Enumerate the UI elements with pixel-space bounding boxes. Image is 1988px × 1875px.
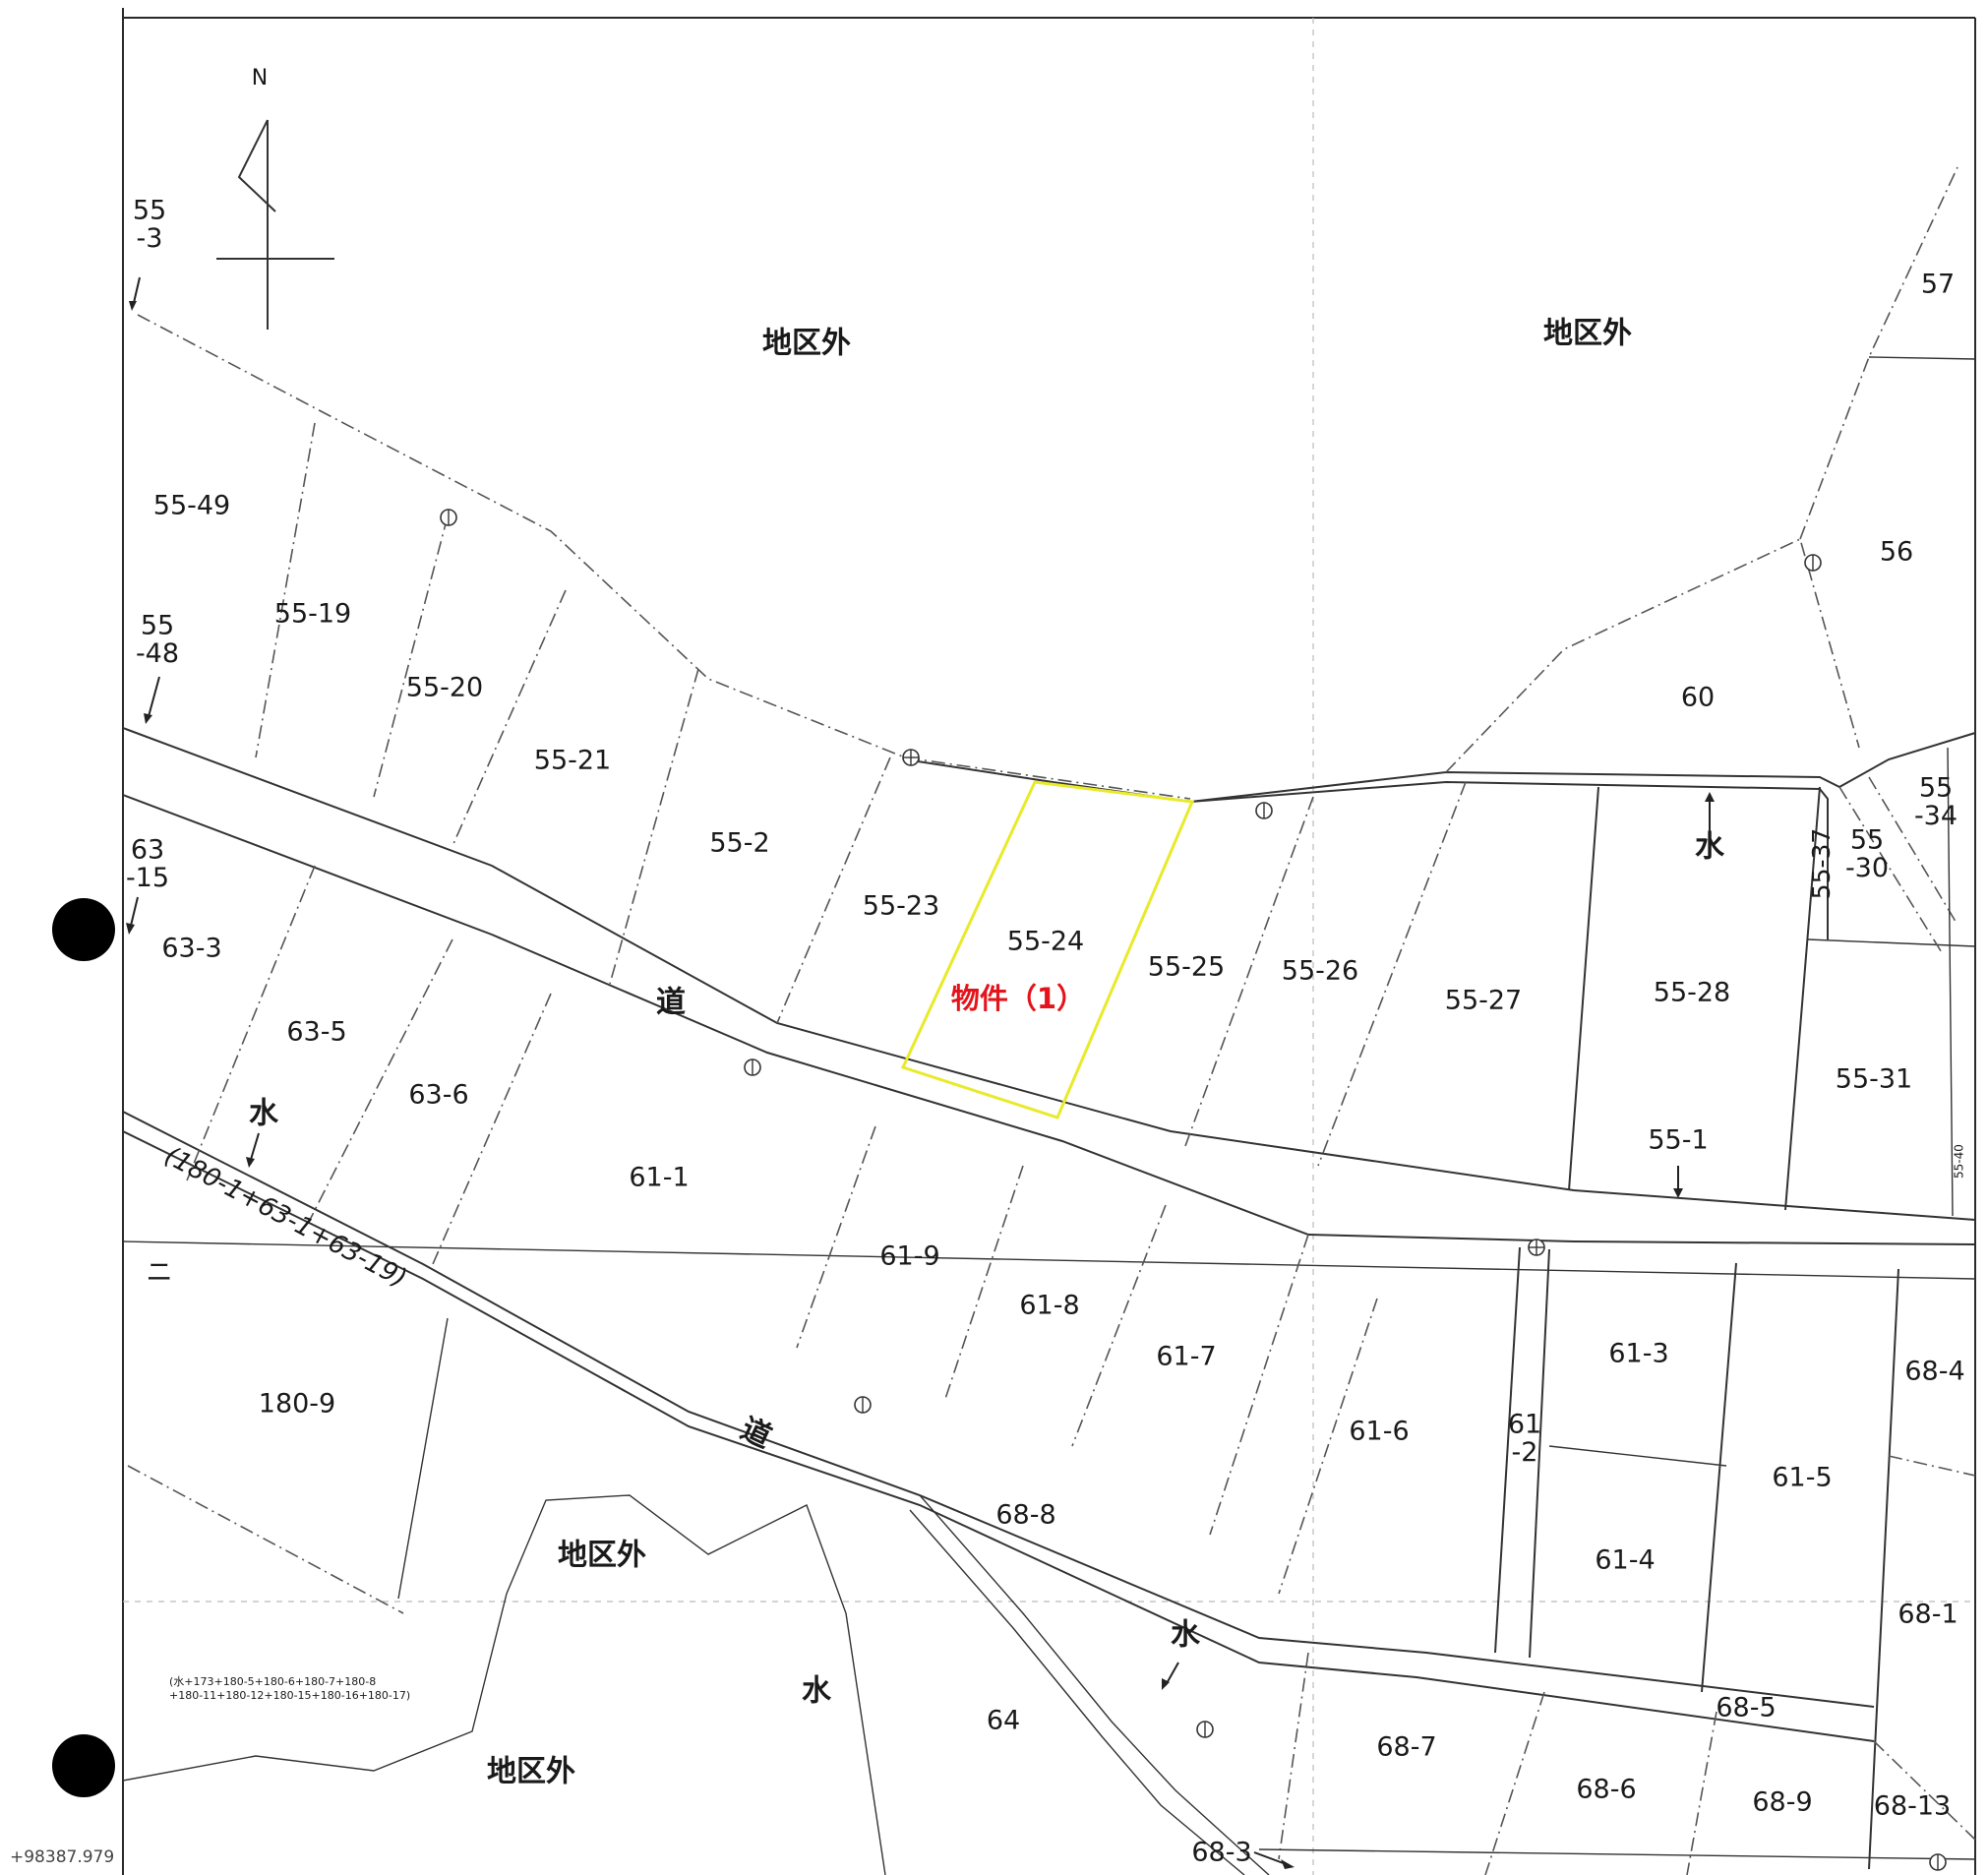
north-arrow: N [216, 66, 334, 330]
benchmark-icon [1255, 802, 1273, 819]
parcel-label[interactable]: 55-27 [1445, 986, 1522, 1016]
parcel-label[interactable]: 55-37 [1807, 828, 1836, 900]
waterway-label: 水 [249, 1097, 279, 1131]
coordinate-label: +98387.979 [10, 1847, 114, 1867]
parcel-label[interactable]: 55-28 [1654, 978, 1730, 1008]
parcel-label[interactable]: 61 -2 [1508, 1409, 1541, 1467]
parcel-label[interactable]: 55-26 [1282, 956, 1358, 987]
outside-district-label: 地区外 [762, 327, 851, 361]
parcel-label[interactable]: 55-40 [1953, 1144, 1966, 1179]
misc-mark: ニ [147, 1258, 173, 1289]
benchmark-icon [1929, 1853, 1947, 1871]
outside-district-label: 地区外 [1543, 317, 1632, 351]
waterway-label: 水 [1171, 1618, 1201, 1653]
parcel-label[interactable]: 55-20 [406, 673, 483, 703]
waterway-label: 水 [1695, 830, 1725, 865]
leader-arrows [126, 276, 1715, 1869]
benchmark-icon [1196, 1721, 1214, 1738]
parcel-label[interactable]: 61-8 [1019, 1291, 1079, 1321]
parcel-label[interactable]: 68-13 [1874, 1791, 1951, 1822]
parcel-label[interactable]: 61-5 [1772, 1463, 1832, 1493]
outside-district-label: 地区外 [558, 1539, 646, 1573]
north-label: N [252, 66, 268, 91]
outside-district-label: 地区外 [487, 1755, 575, 1789]
parcel-label[interactable]: 68-6 [1576, 1775, 1636, 1805]
parcel-label[interactable]: 55 -30 [1845, 824, 1889, 882]
benchmark-icon [1804, 554, 1822, 572]
parcel-label[interactable]: 55-31 [1836, 1064, 1912, 1095]
parcel-label[interactable]: 63-6 [408, 1080, 468, 1111]
parcel-label[interactable]: 68-9 [1752, 1787, 1812, 1818]
benchmark-icon [854, 1396, 872, 1414]
parcel-label[interactable]: 61-3 [1608, 1339, 1668, 1369]
waterway-label: 水 [802, 1674, 832, 1709]
parcel-label[interactable]: 68-5 [1716, 1693, 1776, 1724]
parcel-label[interactable]: 63 -15 [126, 834, 169, 892]
road-annotation: (180-1+63-1+63-19) [159, 1141, 411, 1294]
parcel-label[interactable]: 68-7 [1376, 1732, 1436, 1763]
parcel-label[interactable]: 68-4 [1904, 1357, 1964, 1387]
subject-parcel-outline[interactable] [900, 780, 1195, 1119]
benchmark-icon [1528, 1239, 1545, 1256]
parcel-label[interactable]: 55-2 [709, 828, 769, 859]
parcel-boundaries [122, 166, 1976, 1875]
parcel-label[interactable]: 61-1 [629, 1163, 689, 1193]
parcel-label[interactable]: 180-9 [259, 1389, 335, 1420]
parcel-label[interactable]: 61-7 [1156, 1342, 1216, 1372]
binder-hole [52, 898, 115, 961]
parcel-label[interactable]: 55-49 [153, 491, 230, 521]
parcel-label[interactable]: 56 [1880, 537, 1913, 568]
parcel-label[interactable]: 55 -34 [1914, 772, 1958, 830]
parcel-labels: 55 -3 55-49 55-19 55 -48 55-20 55-21 55-2 … [126, 195, 1966, 1868]
benchmark-icon [902, 749, 920, 766]
parcel-label[interactable]: 57 [1921, 270, 1955, 300]
parcel-label[interactable]: 61-9 [879, 1241, 939, 1272]
parcel-label[interactable]: 68-8 [995, 1500, 1055, 1531]
parcel-label[interactable]: 64 [987, 1706, 1020, 1736]
parcel-label[interactable]: 61-4 [1595, 1545, 1655, 1576]
benchmark-icon [440, 509, 457, 526]
parcel-label[interactable]: 55 -3 [133, 195, 166, 253]
parcel-label[interactable]: 61-6 [1349, 1417, 1409, 1447]
subject-property-label: 物件（1） [951, 982, 1085, 1015]
parcel-label[interactable]: 68-1 [1898, 1600, 1958, 1630]
parcel-label[interactable]: 55-23 [863, 891, 939, 922]
road-label: 道 [656, 986, 686, 1020]
water-annotation-line1: (水+173+180-5+180-6+180-7+180-8 [169, 1675, 376, 1688]
parcel-label[interactable]: 63-5 [286, 1017, 346, 1048]
parcel-label[interactable]: 55-1 [1648, 1125, 1708, 1156]
parcel-label[interactable]: 55-19 [274, 599, 351, 630]
parcel-label[interactable]: 63-3 [161, 934, 221, 964]
parcel-label-55-24[interactable]: 55-24 [1007, 927, 1084, 957]
water-annotation-line2: +180-11+180-12+180-15+180-16+180-17) [169, 1689, 410, 1702]
benchmark-markers [440, 509, 1947, 1871]
parcel-label[interactable]: 55-21 [534, 746, 611, 776]
parcel-label[interactable]: 55-25 [1148, 952, 1225, 983]
binder-hole [52, 1734, 115, 1797]
parcel-label[interactable]: 60 [1681, 683, 1715, 713]
parcel-label[interactable]: 68-3 [1191, 1838, 1251, 1868]
parcel-label[interactable]: 55 -48 [136, 610, 179, 668]
road-label: 道 [735, 1412, 776, 1455]
benchmark-icon [744, 1058, 761, 1076]
